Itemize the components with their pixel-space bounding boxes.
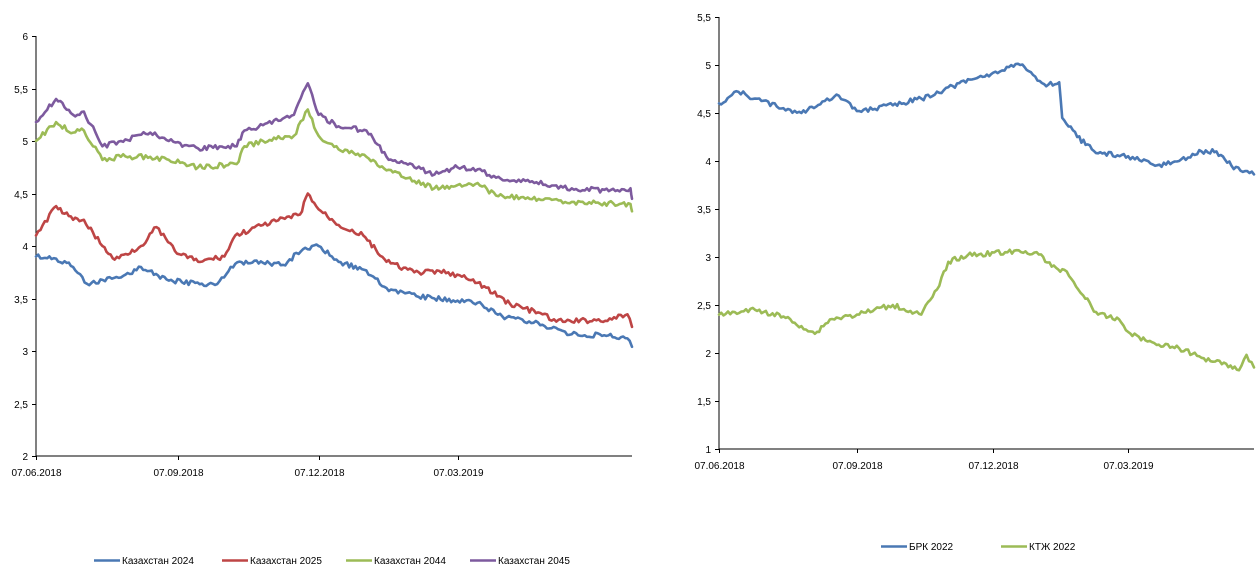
series-line: [34, 192, 634, 329]
y-tick-label: 2,5: [697, 301, 711, 312]
x-tick-label: 07.09.2018: [832, 461, 882, 472]
x-tick-label: 07.12.2018: [968, 461, 1018, 472]
y-tick-label: 6: [22, 32, 28, 43]
series-line: [34, 243, 634, 349]
series-line: [34, 82, 634, 201]
series-line: [717, 248, 1256, 372]
y-tick-label: 5,5: [697, 13, 711, 24]
series-line: [34, 108, 634, 213]
x-tick-label: 07.03.2019: [433, 468, 483, 479]
x-tick-label: 07.03.2019: [1103, 461, 1153, 472]
x-tick-label: 07.09.2018: [153, 468, 203, 479]
y-tick-label: 3: [705, 253, 711, 264]
y-tick-label: 5: [22, 137, 28, 148]
y-tick-label: 5,5: [14, 85, 28, 96]
y-tick-label: 3: [22, 347, 28, 358]
chart-left: 2 2,5 3 3,5 4 4,5 5 5,5 6 07.06.2018 07.09.2018 07.…: [11, 32, 634, 567]
y-tick-label: 4,5: [14, 190, 28, 201]
x-tick-label: 07.06.2018: [694, 461, 744, 472]
legend-label: Казахстан 2044: [374, 556, 446, 567]
chart-right: 1 1,5 2 2,5 3 3,5 4 4,5 5 5,5 07.06.2018 07.09.2018…: [694, 13, 1256, 553]
legend-label: БРК 2022: [909, 542, 954, 553]
legend-label: Казахстан 2024: [122, 556, 194, 567]
y-tick-label: 2: [22, 452, 28, 463]
legend-label: Казахстан 2025: [250, 556, 322, 567]
y-tick-label: 3,5: [14, 295, 28, 306]
y-tick-label: 1,5: [697, 397, 711, 408]
legend-label: КТЖ 2022: [1029, 542, 1076, 553]
y-tick-label: 4,5: [697, 109, 711, 120]
series-line: [717, 62, 1256, 176]
y-tick-label: 4: [705, 157, 711, 168]
y-tick-label: 3,5: [697, 205, 711, 216]
y-tick-label: 5: [705, 61, 711, 72]
y-tick-label: 2,5: [14, 400, 28, 411]
legend-label: Казахстан 2045: [498, 556, 570, 567]
x-tick-label: 07.06.2018: [11, 468, 61, 479]
x-tick-label: 07.12.2018: [294, 468, 344, 479]
y-tick-label: 1: [705, 445, 711, 456]
y-tick-label: 4: [22, 242, 28, 253]
y-tick-label: 2: [705, 349, 711, 360]
